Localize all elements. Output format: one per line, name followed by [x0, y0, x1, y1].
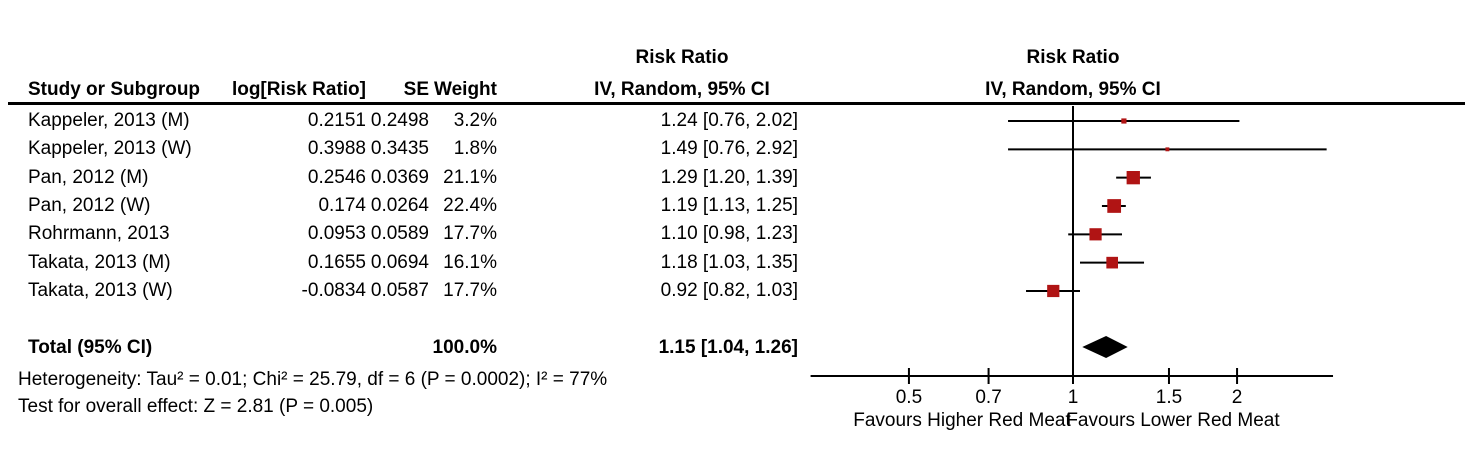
weight-value: 3.2%: [453, 110, 497, 131]
log-risk-ratio-value: 0.2151: [307, 110, 366, 131]
log-risk-ratio-value: 0.0953: [307, 223, 366, 245]
axis-tick-label: 2: [1232, 387, 1243, 408]
se-value: 0.2498: [370, 110, 429, 131]
plot-header-line2: IV, Random, 95% CI: [985, 79, 1161, 100]
se-value: 0.0369: [370, 166, 429, 188]
plot-header-line1: Risk Ratio: [1026, 47, 1120, 68]
se-value: 0.0587: [370, 279, 429, 301]
weight-value: 21.1%: [443, 166, 497, 188]
study-marker: [1126, 170, 1140, 185]
weight-value: 16.1%: [443, 251, 497, 273]
log-risk-ratio-value: 0.174: [318, 194, 366, 216]
study-marker: [1121, 118, 1127, 124]
total-label: Total (95% CI): [28, 337, 153, 358]
axis-tick-label: 0.5: [896, 387, 922, 408]
study-marker: [1106, 256, 1118, 269]
risk-ratio-ci-text: 1.19 [1.13, 1.25]: [660, 194, 798, 216]
axis-tick-label: 1.5: [1156, 387, 1182, 408]
axis-tick-label: 0.7: [975, 387, 1001, 408]
log-risk-ratio-value: -0.0834: [301, 279, 366, 301]
axis-label-favours-lower: Favours Lower Red Meat: [1066, 410, 1280, 431]
col-header-weight: Weight: [434, 79, 497, 100]
risk-ratio-ci-text: 0.92 [0.82, 1.03]: [660, 279, 798, 301]
risk-ratio-ci-text: 1.18 [1.03, 1.35]: [660, 251, 798, 273]
header-rule: [8, 102, 1465, 105]
study-marker: [1089, 228, 1102, 241]
study-marker: [1107, 199, 1122, 213]
study-marker: [1047, 284, 1060, 298]
risk-ratio-ci-text: 1.10 [0.98, 1.23]: [660, 223, 798, 245]
study-name: Pan, 2012 (M): [28, 166, 149, 188]
log-risk-ratio-value: 0.1655: [307, 251, 366, 273]
weight-value: 1.8%: [453, 138, 497, 160]
weight-value: 17.7%: [443, 279, 497, 301]
study-marker: [1165, 147, 1170, 152]
risk-ratio-ci-text: 1.49 [0.76, 2.92]: [660, 138, 798, 160]
axis-tick-label: 1: [1068, 387, 1079, 408]
se-value: 0.0264: [370, 194, 429, 216]
log-risk-ratio-value: 0.2546: [307, 166, 366, 188]
axis-label-favours-higher: Favours Higher Red Meat: [853, 410, 1071, 431]
weight-value: 17.7%: [443, 223, 497, 245]
overall-effect-stats: Test for overall effect: Z = 2.81 (P = 0…: [18, 396, 374, 417]
col-header-effect-line2: IV, Random, 95% CI: [594, 79, 770, 100]
risk-ratio-ci-text: 1.24 [0.76, 2.02]: [660, 110, 798, 131]
log-risk-ratio-value: 0.3988: [307, 138, 366, 160]
se-value: 0.0589: [370, 223, 429, 245]
col-header-log-risk-ratio: log[Risk Ratio]: [231, 79, 366, 100]
study-name: Takata, 2013 (W): [28, 279, 173, 301]
risk-ratio-ci-text: 1.29 [1.20, 1.39]: [660, 166, 798, 188]
weight-value: 22.4%: [443, 194, 497, 216]
pooled-diamond: [1082, 336, 1128, 358]
heterogeneity-stats: Heterogeneity: Tau² = 0.01; Chi² = 25.79…: [18, 369, 608, 390]
se-value: 0.0694: [370, 251, 429, 273]
total-risk-ratio-ci: 1.15 [1.04, 1.26]: [658, 337, 798, 358]
col-header-effect-line1: Risk Ratio: [635, 47, 729, 68]
study-name: Takata, 2013 (M): [28, 251, 171, 273]
study-name: Kappeler, 2013 (W): [28, 138, 192, 160]
study-name: Rohrmann, 2013: [28, 223, 170, 245]
total-weight: 100.0%: [432, 337, 497, 358]
col-header-study: Study or Subgroup: [28, 79, 201, 100]
study-name: Kappeler, 2013 (M): [28, 110, 190, 131]
col-header-se: SE: [403, 79, 429, 100]
study-name: Pan, 2012 (W): [28, 194, 151, 216]
se-value: 0.3435: [370, 138, 429, 160]
